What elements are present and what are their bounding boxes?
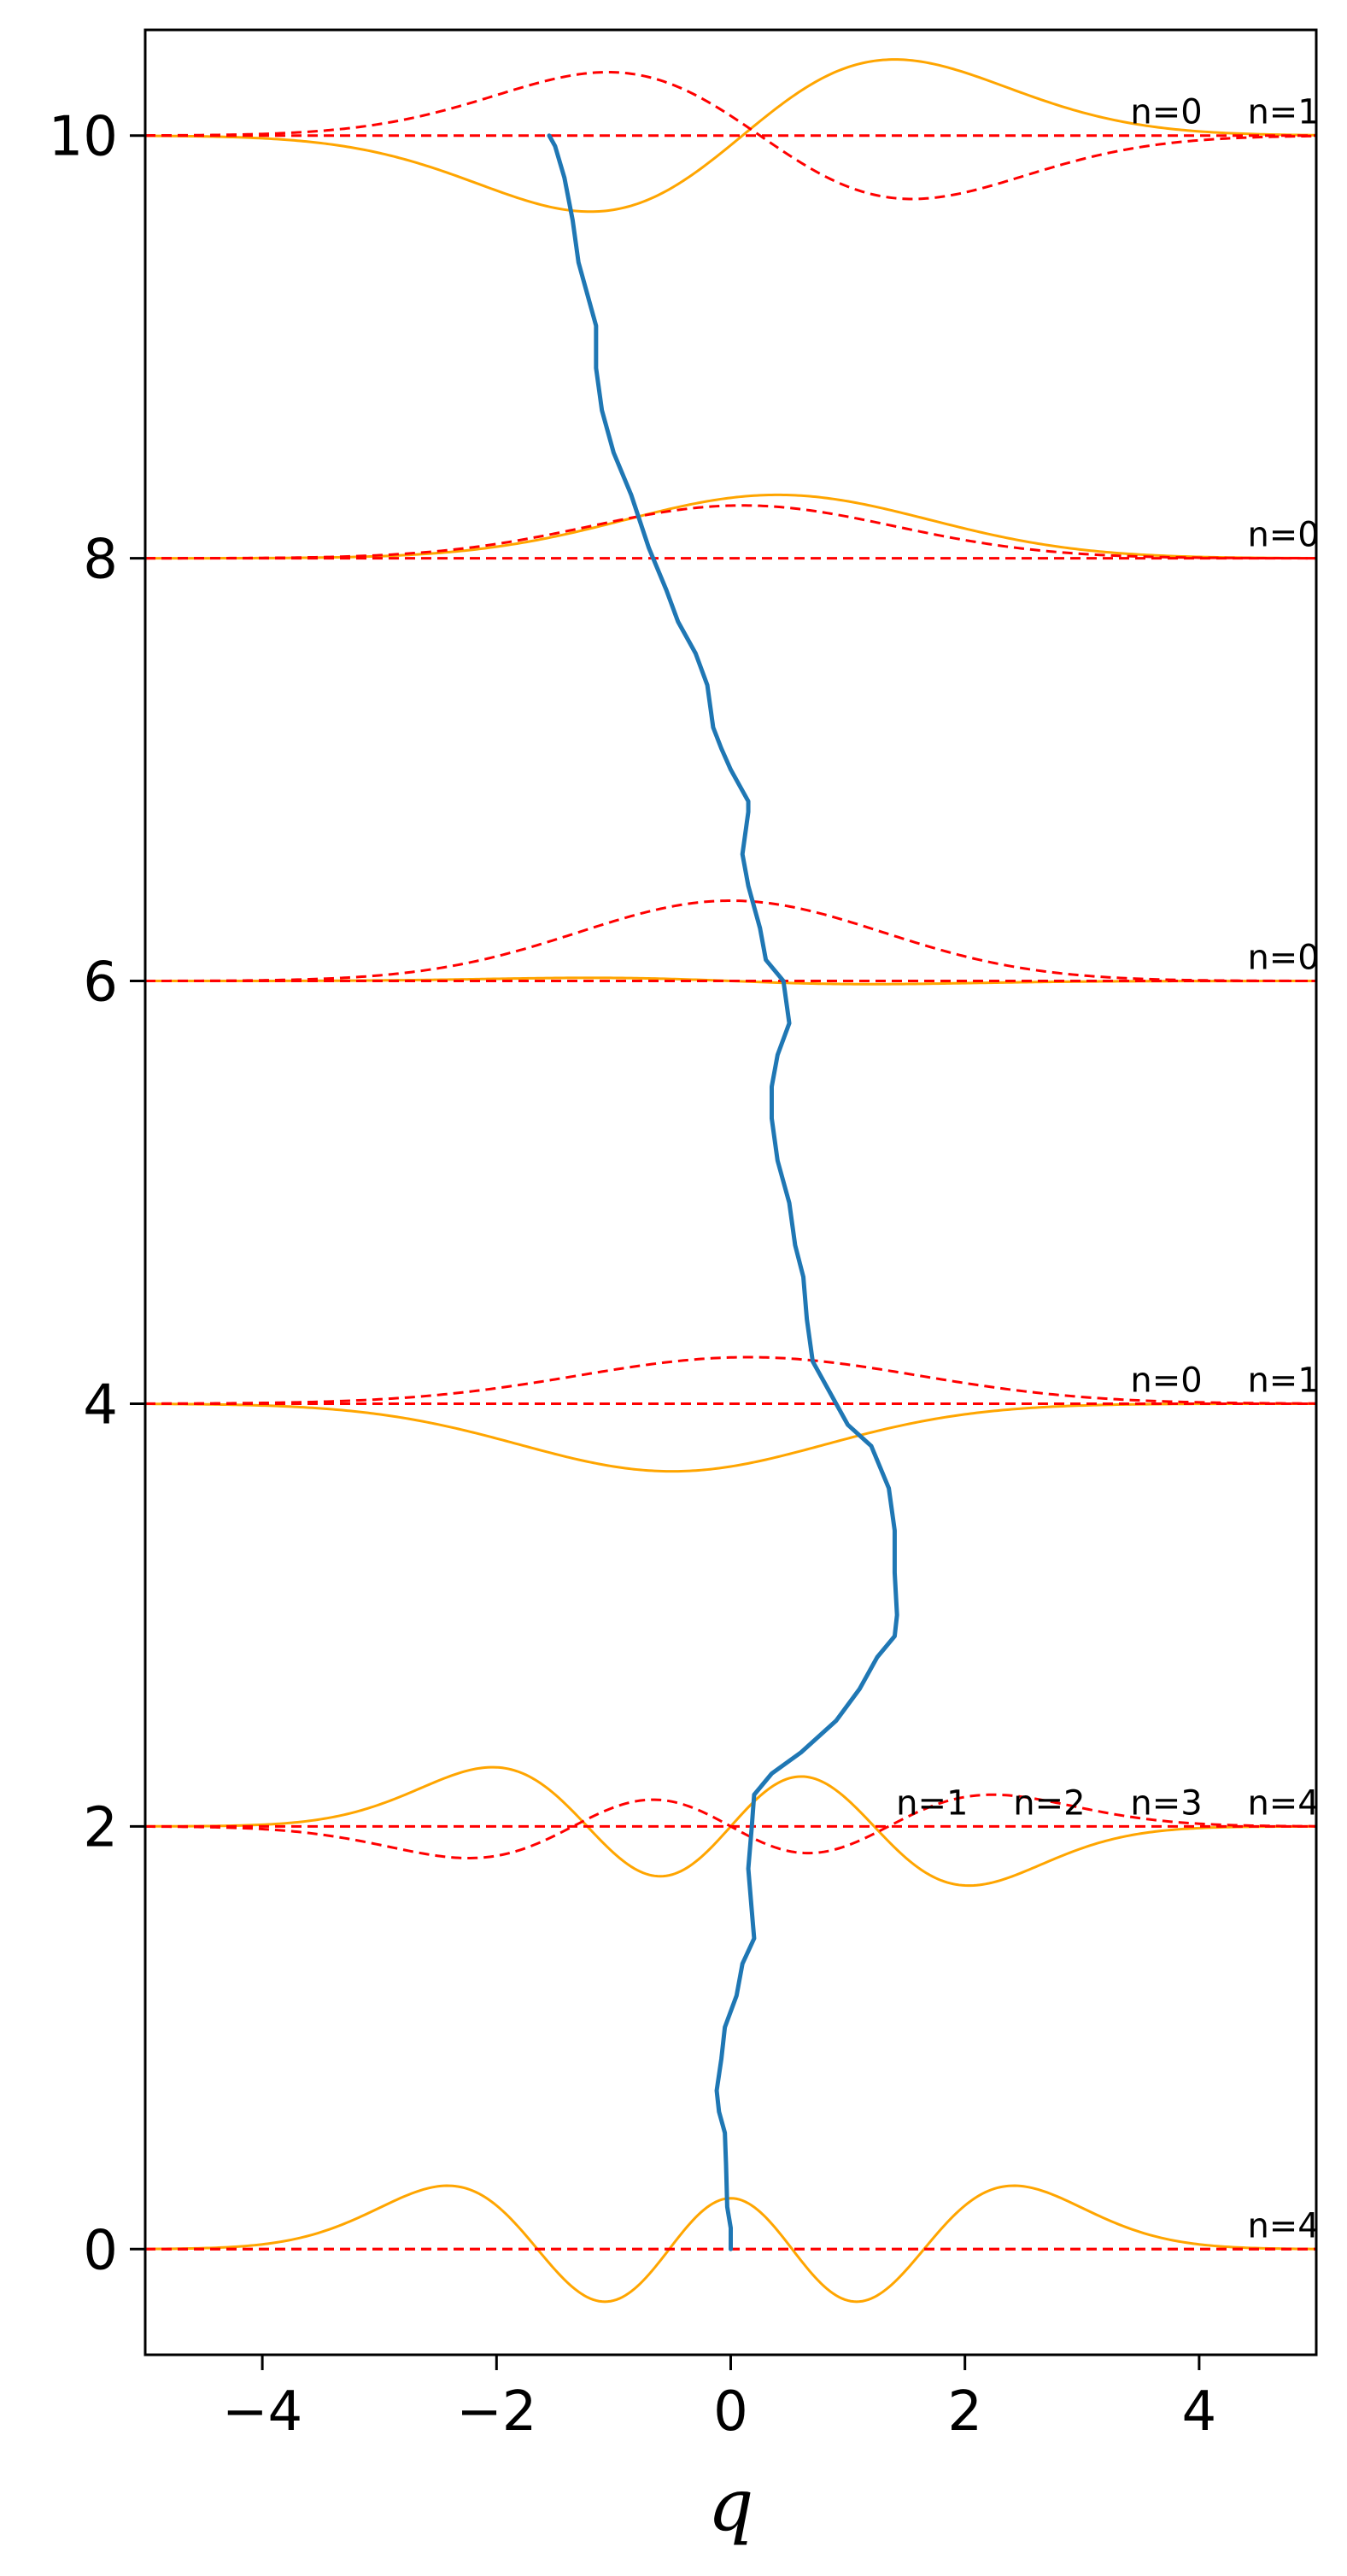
y-tick-label: 10 (49, 106, 118, 169)
plot-curves (144, 58, 1317, 2304)
x-tick-label: 2 (947, 2380, 982, 2444)
x-tick-label: 0 (713, 2380, 748, 2444)
state-label: n=0 (1247, 516, 1319, 555)
state-label: n=0 (1130, 1361, 1202, 1400)
y-tick-label: 8 (83, 529, 118, 592)
x-tick-label: −2 (456, 2380, 536, 2444)
density-curve (144, 899, 1317, 982)
x-axis: −4 −2 0 2 4 (222, 2355, 1216, 2444)
state-label: n=3 (1130, 1783, 1202, 1823)
y-tick-label: 6 (83, 951, 118, 1015)
x-tick-label: −4 (222, 2380, 302, 2444)
density-curve (144, 70, 1317, 201)
density-curve (145, 504, 1317, 560)
state-label: n=4 (1247, 1783, 1319, 1823)
wavefunction-curve (144, 58, 1317, 214)
state-label: n=1 (1247, 1361, 1319, 1400)
state-label: n=1 (896, 1783, 968, 1823)
state-label: n=2 (1013, 1783, 1085, 1823)
y-axis: 0 2 4 6 8 10 (49, 106, 145, 2282)
state-label: n=4 (1247, 2206, 1319, 2245)
state-label: n=0 (1247, 939, 1319, 978)
y-tick-label: 2 (83, 1796, 118, 1859)
density-curve (144, 1355, 1317, 1405)
y-tick-label: 0 (83, 2219, 118, 2282)
x-axis-label: q (708, 2463, 754, 2547)
state-label: n=1 (1247, 93, 1319, 132)
trajectory-line (547, 133, 899, 2251)
state-labels: n=0 n=1 n=0 n=0 n=0 n=1 n=1 n=2 n=3 n=4 n=4 (896, 93, 1320, 2246)
state-label: n=0 (1130, 93, 1202, 132)
wavefunction-curve (144, 1402, 1317, 1473)
y-tick-label: 4 (83, 1373, 118, 1437)
x-tick-label: 4 (1182, 2380, 1217, 2444)
wavefunction-curve (144, 2184, 1317, 2304)
